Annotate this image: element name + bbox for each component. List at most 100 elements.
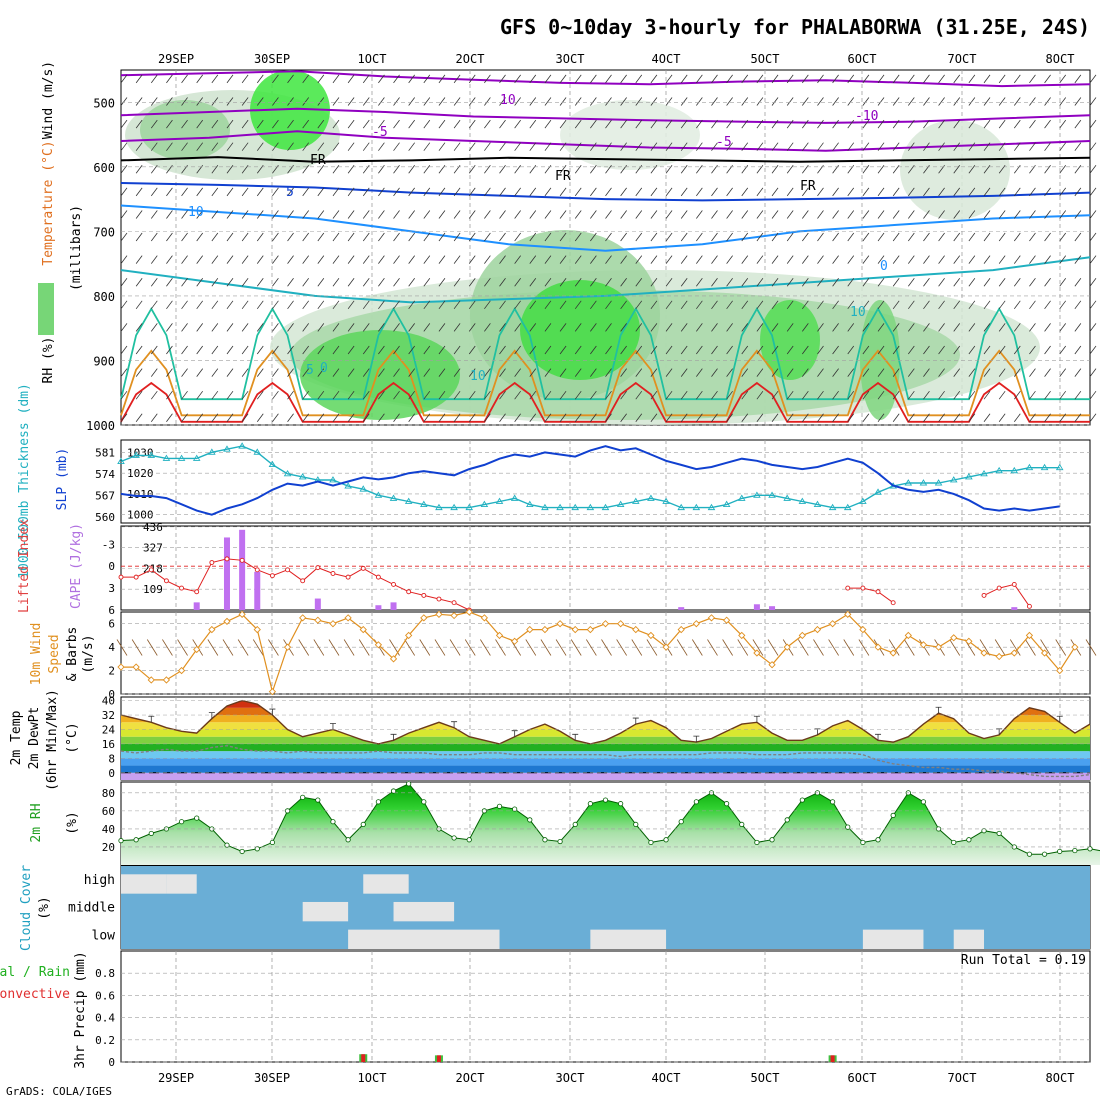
- wind-barb: [1074, 142, 1082, 151]
- wind-barb: [317, 210, 325, 219]
- thickness-point: [647, 494, 655, 501]
- wind-barb: [953, 187, 961, 197]
- wind-barb: [1044, 97, 1051, 106]
- wind-barb: [862, 232, 870, 242]
- wind-barb: [453, 300, 461, 310]
- minmax-errorbar: [329, 723, 336, 730]
- wind-barb: [196, 345, 204, 355]
- wind-barb: [347, 323, 355, 332]
- thickness-point: [162, 454, 171, 461]
- wind-barb: [393, 300, 400, 310]
- contour-label: 0: [880, 259, 888, 274]
- wind-speed-point: [1040, 649, 1049, 657]
- wind-barb: [1074, 413, 1082, 423]
- wind-barb: [256, 300, 264, 310]
- wind-barb: [287, 255, 294, 264]
- wind-barb: [968, 97, 976, 106]
- wind-barb: [226, 300, 234, 310]
- wind-barb: [696, 413, 703, 423]
- wind-barb: [468, 119, 476, 129]
- wind-barb: [968, 300, 976, 310]
- wind-barb: [862, 255, 870, 264]
- wind-barb: [150, 277, 158, 287]
- rh-point: [724, 801, 730, 807]
- wind-barb: [802, 323, 809, 332]
- wind-barb: [590, 345, 597, 355]
- minmax-errorbar: [814, 728, 821, 735]
- wind-barb: [347, 232, 355, 242]
- wind-barb: [468, 300, 476, 310]
- wind-barb: [317, 165, 325, 174]
- wind-barb: [680, 187, 688, 197]
- wind-barb: [650, 323, 658, 332]
- wind-barb: [1029, 119, 1036, 129]
- wind-barb: [453, 165, 461, 174]
- wind-barb: [574, 390, 582, 400]
- wind-barb: [1059, 368, 1067, 377]
- rh-tick: 60: [102, 805, 115, 818]
- wind-barb: [317, 97, 325, 106]
- wind-barb: [166, 232, 173, 242]
- wind-barb: [544, 97, 552, 106]
- wind-barb: [196, 413, 204, 423]
- wind-barb: [529, 277, 537, 287]
- wind-barb: [408, 97, 415, 106]
- wind-barb: [877, 390, 885, 400]
- wind-barb: [786, 210, 794, 219]
- footer-credit: GrADS: COLA/IGES: [6, 1085, 112, 1098]
- wind-barb: [211, 390, 219, 400]
- chart-title: GFS 0~10day 3-hourly for PHALABORWA (31.…: [500, 15, 1090, 39]
- wind-barb: [741, 277, 749, 287]
- wind-barb: [1074, 345, 1082, 355]
- wind-barb: [635, 300, 643, 310]
- wind-barb: [256, 323, 264, 332]
- wind-barb: [468, 277, 476, 287]
- wind-barb: [499, 368, 506, 377]
- wind-barb: [756, 277, 764, 287]
- wind-barb: [1089, 187, 1097, 197]
- wind-barb: [453, 413, 461, 423]
- wind-barb: [696, 277, 703, 287]
- slp-line: [120, 445, 1060, 516]
- wind-barb: [241, 142, 249, 151]
- wind-speed-point: [965, 637, 973, 645]
- wind-barb: [241, 97, 249, 106]
- rh-point: [1041, 851, 1048, 857]
- wind-barb: [726, 300, 733, 310]
- wind-barb: [711, 413, 718, 423]
- rh-point: [951, 839, 957, 846]
- wind-barb: [786, 255, 794, 264]
- wind-barb: [438, 413, 446, 423]
- wind-barb: [771, 277, 779, 287]
- wind-barb: [544, 345, 552, 355]
- wind-barb: [741, 187, 749, 197]
- wind-barb: [484, 255, 491, 264]
- thickness-point: [480, 500, 489, 508]
- wind-barb: [529, 142, 537, 151]
- wind-barb: [378, 345, 385, 355]
- wind-barb: [347, 119, 355, 129]
- wind-speed-point: [601, 620, 610, 628]
- wind-speed-point: [1071, 643, 1079, 651]
- wind-barb: [574, 368, 582, 377]
- wind-barb: [302, 300, 310, 310]
- temp-band: [121, 772, 1090, 780]
- wind-barb-10m: [601, 639, 612, 656]
- wind-speed-point: [828, 620, 837, 628]
- wind-barb: [1013, 97, 1021, 106]
- wind-barb: [771, 97, 779, 106]
- wind-barb: [347, 277, 355, 287]
- panel-layer: 29SEP 29SEP 30SEP 30SEP 1OCT 1OCT 2OCT 2OCT 3OCT…: [0, 52, 1100, 1085]
- wind-barb: [1044, 255, 1051, 264]
- wind-barb: [559, 368, 567, 377]
- wind-barb: [968, 210, 976, 219]
- wind-barb: [817, 187, 824, 197]
- pressure-tick: 600: [93, 161, 115, 175]
- wind-speed-point: [722, 616, 731, 624]
- ylabel-wind-10m: 10m Wind: [29, 623, 44, 686]
- rh-point: [739, 821, 745, 828]
- wind-barb: [741, 210, 749, 219]
- lifted-index-point: [451, 600, 457, 606]
- wind-barb: [635, 97, 643, 106]
- wind-barb: [423, 368, 431, 377]
